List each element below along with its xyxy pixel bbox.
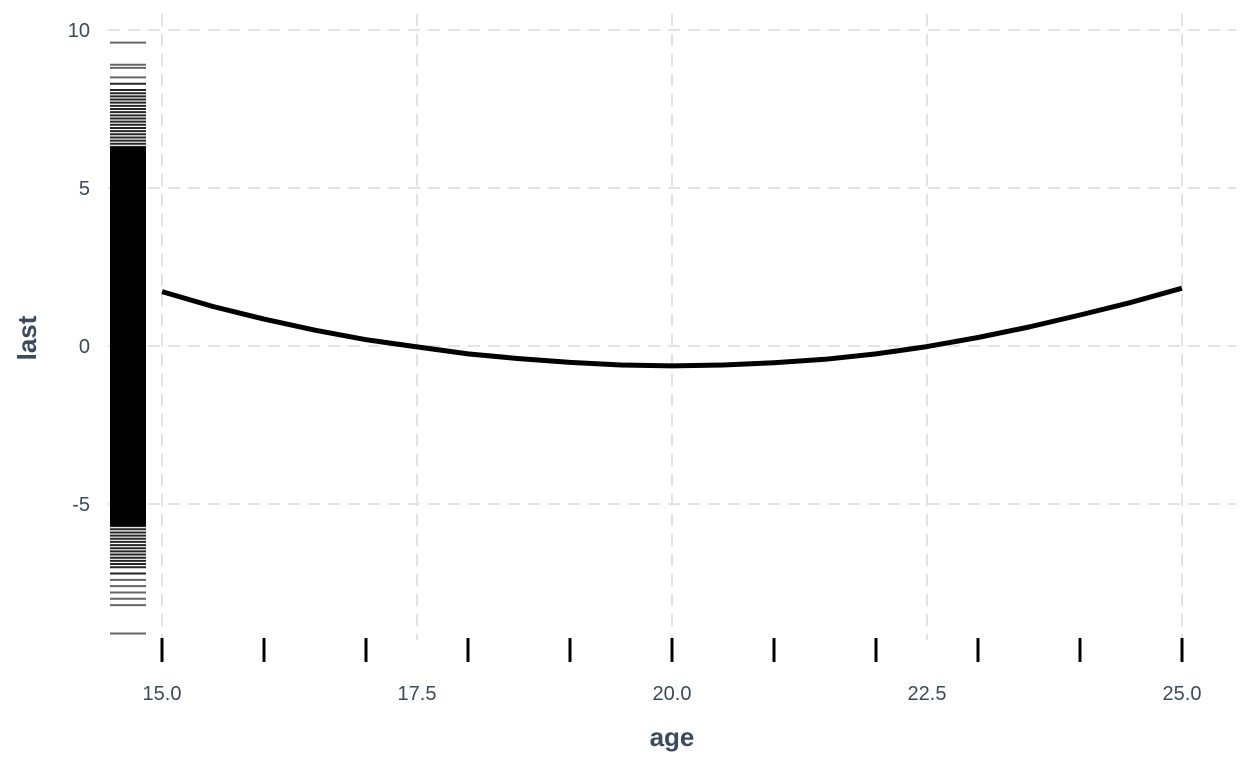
x-tick-label: 17.5 xyxy=(398,683,437,705)
y-tick-label: -5 xyxy=(72,494,90,516)
y-tick-label: 0 xyxy=(79,336,90,358)
x-tick-label: 15.0 xyxy=(143,683,182,705)
x-axis-title: age xyxy=(650,722,695,752)
y-rug xyxy=(110,41,146,635)
y-tick-label: 10 xyxy=(68,20,90,42)
series-line xyxy=(161,285,1183,369)
y-rug-dense-band xyxy=(110,146,146,527)
y-axis-title: last xyxy=(12,315,42,360)
tick-labels: 15.0 17.5 20.0 22.5 25.0 10 5 0 -5 xyxy=(68,20,1202,705)
x-tick-label: 20.0 xyxy=(653,683,692,705)
x-tick-label: 22.5 xyxy=(908,683,947,705)
grid xyxy=(108,14,1236,640)
x-rug xyxy=(160,638,1184,662)
x-tick-label: 25.0 xyxy=(1163,683,1202,705)
series-layer xyxy=(161,285,1183,369)
y-tick-label: 5 xyxy=(79,178,90,200)
